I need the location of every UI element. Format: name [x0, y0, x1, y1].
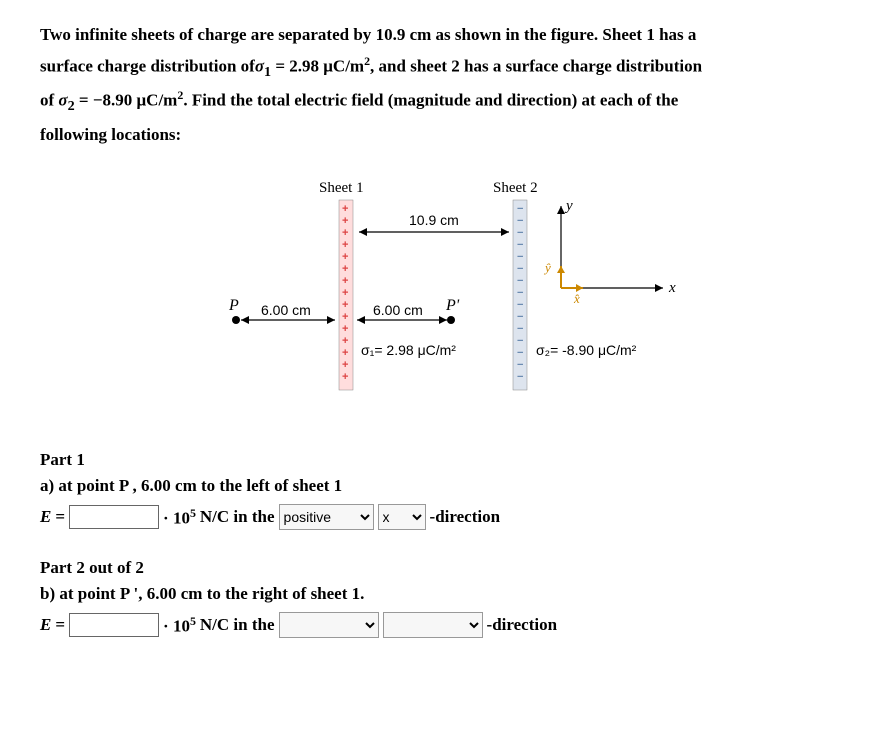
sigma-sub: 2 [68, 98, 75, 114]
equals: = [55, 507, 65, 527]
p-dist: 6.00 cm [261, 302, 311, 318]
x-axis-label: x [668, 280, 676, 296]
direction-suffix: -direction [487, 615, 558, 635]
svg-text:−: − [517, 347, 523, 359]
text: 10.9 cm [376, 25, 432, 44]
part1-axis-select[interactable]: x [378, 504, 426, 530]
y-axis-label: y [564, 198, 573, 214]
sigma-symbol: σ [58, 91, 67, 110]
part2-magnitude-input[interactable] [69, 613, 159, 637]
svg-text:+: + [342, 251, 348, 263]
svg-text:−: − [517, 323, 523, 335]
problem-statement: Two infinite sheets of charge are separa… [40, 20, 841, 150]
part1-magnitude-input[interactable] [69, 505, 159, 529]
part1-answer-row: E = · 105 N/C in the positive x -directi… [40, 504, 841, 530]
part-2: Part 2 out of 2 b) at point P ', 6.00 cm… [40, 558, 841, 638]
sigma1-text: σ₁= 2.98 μC/m² [361, 342, 456, 358]
svg-text:−: − [517, 263, 523, 275]
svg-text:+: + [342, 311, 348, 323]
units-text: N/C in the [200, 615, 275, 635]
part2-title: Part 2 out of 2 [40, 558, 841, 578]
part-1: Part 1 a) at point P , 6.00 cm to the le… [40, 450, 841, 530]
part1-title: Part 1 [40, 450, 841, 470]
part2-axis-select[interactable] [383, 612, 483, 638]
svg-text:−: − [517, 203, 523, 215]
equals: = [55, 615, 65, 635]
svg-text:+: + [342, 359, 348, 371]
svg-text:−: − [517, 239, 523, 251]
part1-sub: a) at point P , 6.00 cm to the left of s… [40, 476, 841, 496]
xhat-label: x̂ [573, 291, 580, 306]
svg-text:+: + [342, 203, 348, 215]
text: Two infinite sheets of charge are separa… [40, 25, 376, 44]
direction-suffix: -direction [430, 507, 501, 527]
sep-text: 10.9 cm [409, 212, 459, 228]
svg-text:+: + [342, 287, 348, 299]
part2-sub: b) at point P ', 6.00 cm to the right of… [40, 584, 841, 604]
p-label: P [228, 297, 239, 314]
text: = −8.90 μC/m [75, 91, 178, 110]
sheet1-label: Sheet 1 [319, 180, 364, 196]
figure-diagram: Sheet 1 +++ +++ +++ +++ +++ Sheet 2 −−− … [161, 170, 721, 420]
svg-text:−: − [517, 311, 523, 323]
svg-text:−: − [517, 227, 523, 239]
pprime-dist: 6.00 cm [373, 302, 423, 318]
svg-text:−: − [517, 371, 523, 383]
svg-text:+: + [342, 347, 348, 359]
times10: · 105 [163, 614, 196, 637]
sheet2-label: Sheet 2 [493, 180, 538, 196]
text: , and sheet 2 has a surface charge distr… [370, 56, 702, 75]
part2-answer-row: E = · 105 N/C in the -direction [40, 612, 841, 638]
times10: · 105 [163, 506, 196, 529]
svg-text:+: + [342, 215, 348, 227]
svg-text:+: + [342, 239, 348, 251]
pprime-label: P' [445, 297, 460, 314]
svg-text:−: − [517, 275, 523, 287]
svg-text:+: + [342, 299, 348, 311]
svg-text:+: + [342, 335, 348, 347]
svg-text:−: − [517, 287, 523, 299]
sigma-symbol: σ [255, 56, 264, 75]
units-text: N/C in the [200, 507, 275, 527]
text: following locations: [40, 125, 181, 144]
yhat-label: ŷ [543, 260, 551, 275]
svg-text:−: − [517, 251, 523, 263]
svg-text:−: − [517, 215, 523, 227]
svg-text:+: + [342, 323, 348, 335]
sigma2-text: σ₂= -8.90 μC/m² [536, 342, 637, 358]
text: = 2.98 μC/m [271, 56, 364, 75]
text: surface charge distribution of [40, 56, 255, 75]
E-symbol: E [40, 615, 51, 635]
svg-text:−: − [517, 299, 523, 311]
svg-text:+: + [342, 275, 348, 287]
text: as shown in the figure. Sheet 1 has a [431, 25, 696, 44]
part1-sign-select[interactable]: positive [279, 504, 374, 530]
svg-text:−: − [517, 359, 523, 371]
svg-text:+: + [342, 263, 348, 275]
text: of [40, 91, 58, 110]
E-symbol: E [40, 507, 51, 527]
svg-text:−: − [517, 335, 523, 347]
text: . Find the total electric field (magnitu… [183, 91, 678, 110]
svg-text:+: + [342, 371, 348, 383]
svg-text:+: + [342, 227, 348, 239]
part2-sign-select[interactable] [279, 612, 379, 638]
